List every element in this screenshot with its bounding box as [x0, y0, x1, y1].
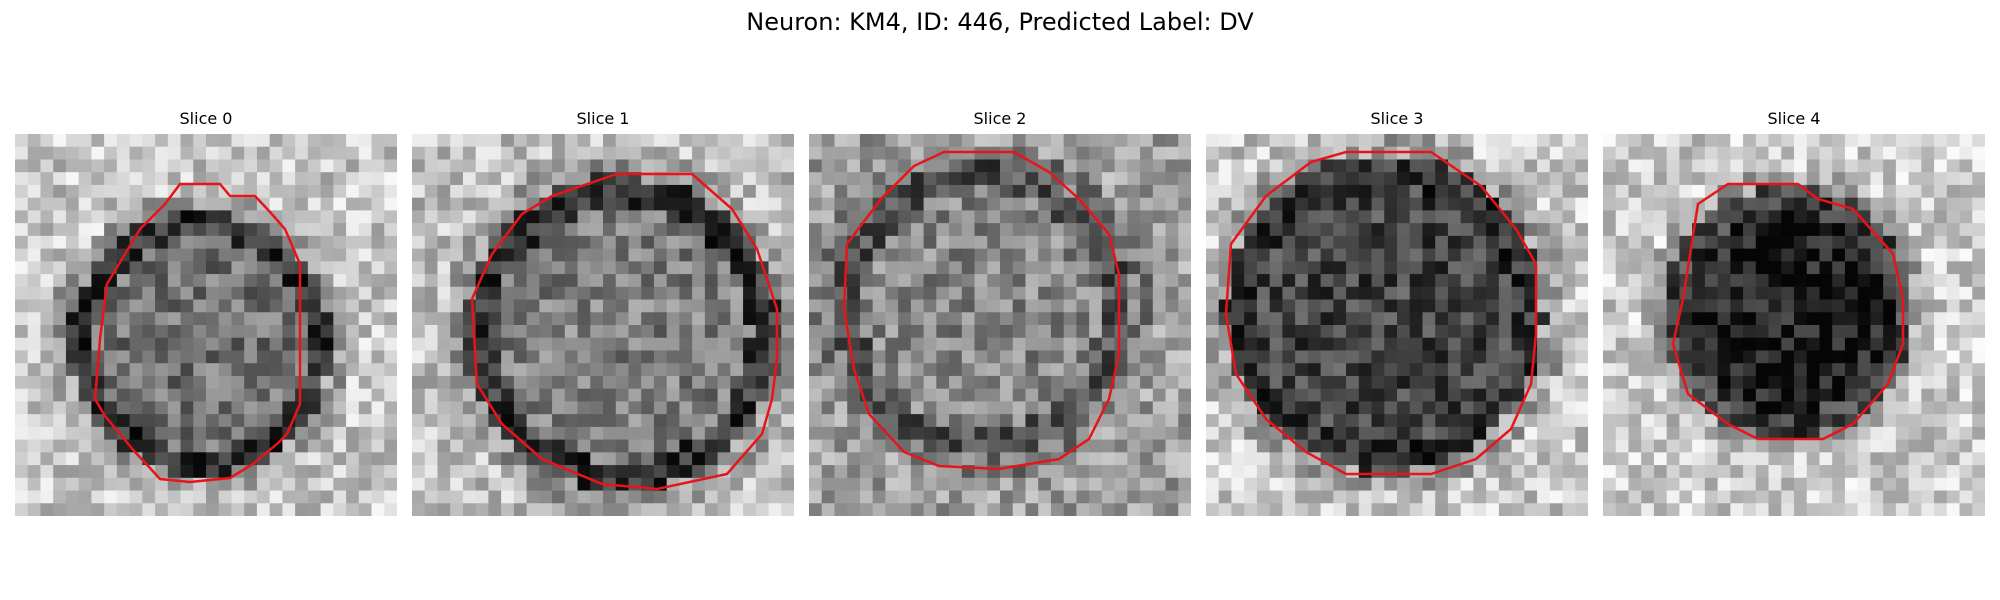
cell-contour-2 [842, 150, 1121, 471]
slice-panel-0: Slice 0 [15, 108, 397, 516]
cell-contour-0 [93, 182, 302, 484]
cell-contour-3 [1224, 150, 1538, 476]
grayscale-pixels-3 [1206, 134, 1588, 516]
slice-title-3: Slice 3 [1370, 109, 1424, 128]
slice-title-0: Slice 0 [179, 109, 233, 128]
slice-image-1 [412, 134, 794, 516]
cell-contour-4 [1671, 182, 1905, 441]
grayscale-pixels-4 [1603, 134, 1985, 516]
grayscale-pixels-2 [809, 134, 1191, 516]
slice-image-4 [1603, 134, 1985, 516]
slice-image-3 [1206, 134, 1588, 516]
slice-panel-1: Slice 1 [412, 108, 794, 516]
grayscale-pixels-1 [412, 134, 794, 516]
figure-title: Neuron: KM4, ID: 446, Predicted Label: D… [746, 8, 1254, 36]
slice-title-1: Slice 1 [576, 109, 630, 128]
slice-panel-4: Slice 4 [1603, 108, 1985, 516]
slice-title-2: Slice 2 [973, 109, 1027, 128]
cell-contour-1 [470, 172, 779, 491]
slice-panel-2: Slice 2 [809, 108, 1191, 516]
slice-panel-3: Slice 3 [1206, 108, 1588, 516]
grayscale-pixels-0 [15, 134, 397, 516]
slice-image-0 [15, 134, 397, 516]
slice-title-4: Slice 4 [1767, 109, 1821, 128]
slice-image-2 [809, 134, 1191, 516]
